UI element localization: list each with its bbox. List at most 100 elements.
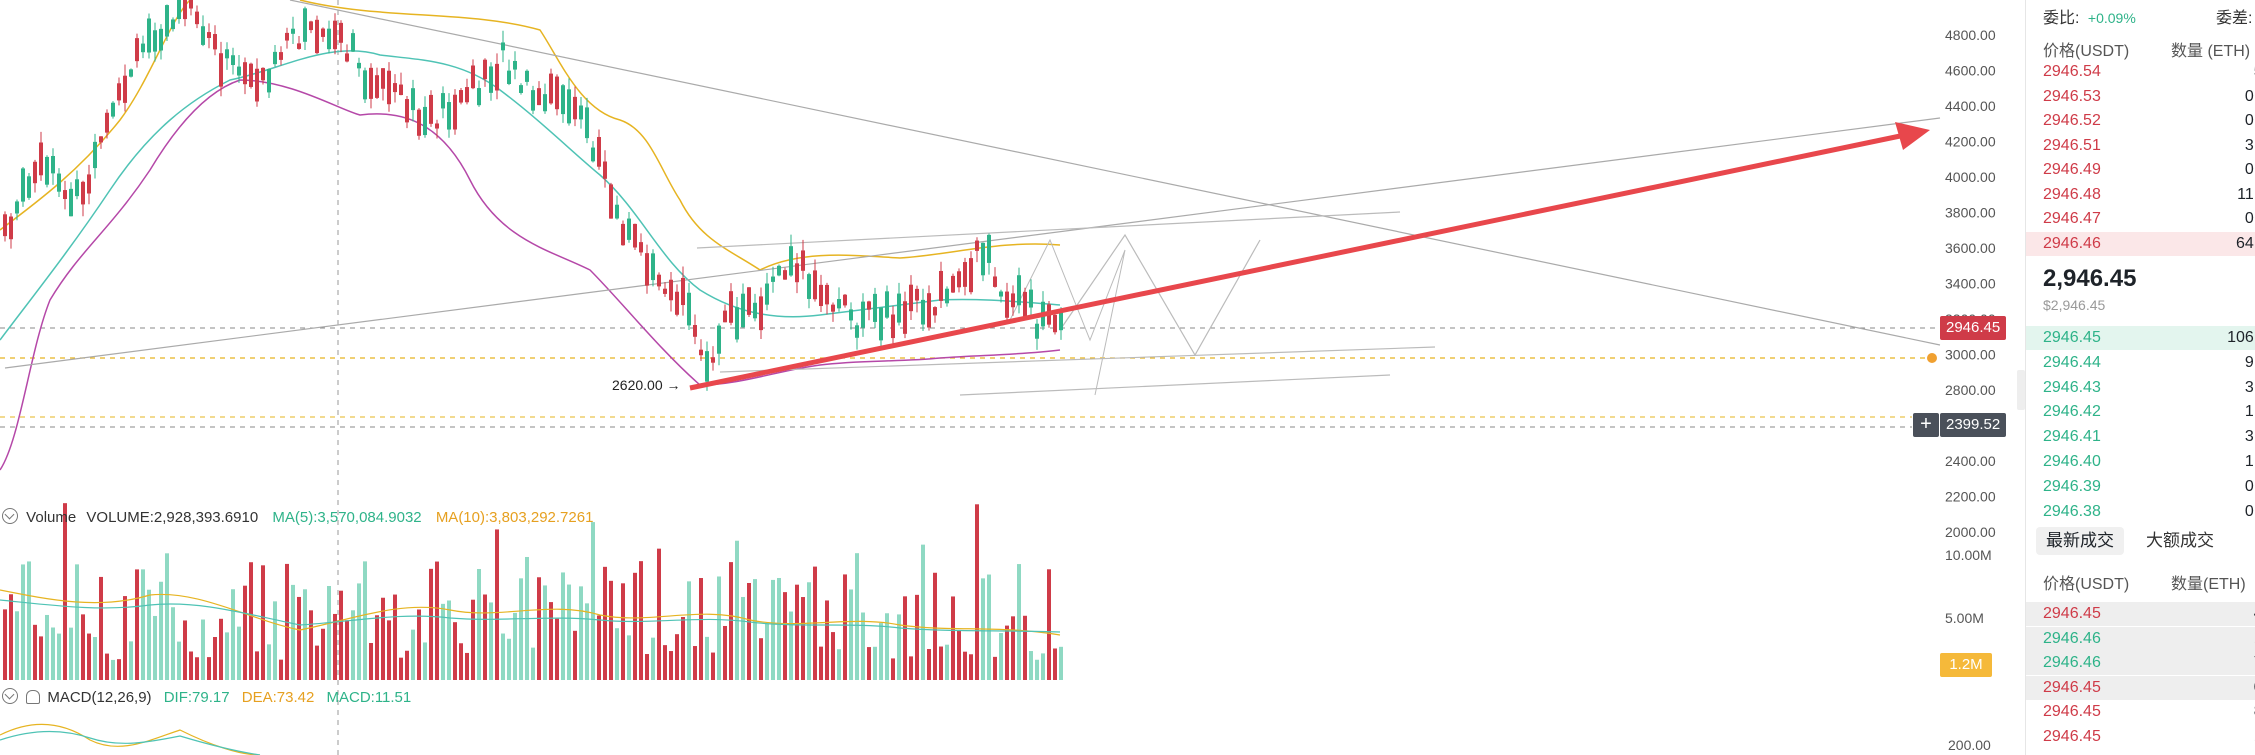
order-diff-label: 委差: bbox=[2216, 10, 2253, 27]
ask-row[interactable]: 2946.51 3.90 bbox=[2026, 134, 2255, 158]
candle-body bbox=[747, 287, 751, 315]
volume-bar bbox=[729, 562, 733, 680]
candle-body bbox=[555, 76, 559, 110]
volume-bar bbox=[495, 529, 499, 680]
candle-body bbox=[81, 181, 85, 205]
candle-body bbox=[267, 68, 271, 93]
volume-bar bbox=[225, 632, 229, 680]
volume-ma10-value: MA(10):3,803,292.7261 bbox=[435, 509, 594, 526]
order-ratio: 委比: +0.09% bbox=[2043, 4, 2136, 28]
candle-body bbox=[177, 0, 181, 20]
panel-drag-handle[interactable] bbox=[2017, 370, 2025, 410]
volume-bar bbox=[1023, 615, 1027, 680]
volume-bar bbox=[651, 637, 655, 680]
volume-bar bbox=[579, 586, 583, 680]
volume-bar bbox=[405, 650, 409, 680]
ask-row[interactable]: 2946.52 0.04 bbox=[2026, 109, 2255, 133]
candle-body bbox=[585, 107, 589, 139]
candle-body bbox=[669, 279, 673, 301]
candle-body bbox=[807, 274, 811, 299]
price-axis-label: 4200.00 bbox=[1945, 134, 1996, 150]
volume-bar bbox=[3, 609, 7, 680]
candle-body bbox=[819, 284, 823, 307]
price-axis-label: 3600.00 bbox=[1945, 240, 1996, 256]
volume-bar bbox=[39, 636, 43, 680]
volume-bar bbox=[429, 568, 433, 680]
bell-icon[interactable] bbox=[26, 690, 41, 704]
add-alert-plus-icon[interactable]: + bbox=[1913, 413, 1939, 437]
ask-row[interactable]: 2946.54 5.1 bbox=[2026, 60, 2255, 84]
candle-body bbox=[909, 284, 913, 312]
price-axis-label: 2200.00 bbox=[1945, 489, 1996, 505]
candle-body bbox=[33, 161, 37, 184]
bid-row[interactable]: 2946.41 3.04 bbox=[2026, 425, 2255, 449]
collapse-chevron-icon[interactable] bbox=[2, 508, 18, 524]
volume-bar bbox=[699, 578, 703, 680]
volume-bar bbox=[303, 589, 307, 680]
candle-body bbox=[789, 246, 793, 276]
candlestick-chart[interactable]: 4800.00 4600.00 4400.00 4200.00 4000.00 3800.… bbox=[0, 0, 2025, 755]
candle-body bbox=[1053, 314, 1057, 333]
macd-dea-value: DEA:73.42 bbox=[241, 689, 315, 706]
candle-body bbox=[891, 314, 895, 339]
volume-bar bbox=[441, 603, 445, 680]
ask-row[interactable]: 2946.53 0.02 bbox=[2026, 85, 2255, 109]
candle-body bbox=[111, 102, 115, 117]
volume-tag: 1.2M bbox=[1940, 653, 1992, 677]
volume-bar bbox=[99, 576, 103, 680]
candle-body bbox=[699, 349, 703, 356]
bid-row[interactable]: 2946.43 3.36 bbox=[2026, 376, 2255, 400]
candle-body bbox=[375, 75, 379, 98]
bid-row[interactable]: 2946.39 0.04 bbox=[2026, 475, 2255, 499]
volume-bar bbox=[873, 646, 877, 680]
candle-body bbox=[303, 8, 307, 42]
chart-area[interactable]: 4800.00 4600.00 4400.00 4200.00 4000.00 3800.… bbox=[0, 0, 2025, 755]
candle-body bbox=[885, 291, 889, 318]
candle-body bbox=[813, 270, 817, 300]
volume-bar bbox=[357, 583, 361, 680]
candle-body bbox=[993, 276, 997, 287]
bid-row[interactable]: 2946.42 1.23 bbox=[2026, 400, 2255, 424]
tab-large-trades[interactable]: 大额成交 bbox=[2146, 531, 2214, 550]
bid-row[interactable]: 2946.40 1.45 bbox=[2026, 450, 2255, 474]
volume-bar bbox=[807, 582, 811, 680]
tab-latest-trades[interactable]: 最新成交 bbox=[2036, 527, 2124, 555]
bid-row[interactable]: 2946.44 9.91 bbox=[2026, 351, 2255, 375]
bid-price: 2946.45 bbox=[2043, 329, 2101, 346]
volume-bar bbox=[15, 611, 19, 680]
volume-ma10 bbox=[0, 599, 1061, 633]
ask-row[interactable]: 2946.49 0.03 bbox=[2026, 158, 2255, 182]
candle-body bbox=[507, 70, 511, 85]
ask-row[interactable]: 2946.47 0.01 bbox=[2026, 207, 2255, 231]
candle-body bbox=[1023, 291, 1027, 318]
trades-header: 价格(USDT) 数量(ETH) bbox=[2026, 573, 2255, 597]
volume-bar bbox=[891, 658, 895, 680]
volume-bar bbox=[999, 633, 1003, 680]
volume-bar bbox=[849, 589, 853, 680]
volume-bar bbox=[309, 610, 313, 680]
volume-bar bbox=[603, 566, 607, 680]
candle-body bbox=[471, 65, 475, 89]
trade-price: 2946.46 bbox=[2043, 629, 2101, 647]
bid-row[interactable]: 2946.38 0.27 bbox=[2026, 500, 2255, 524]
candle-body bbox=[651, 253, 655, 281]
volume-axis-label-10m: 10.00M bbox=[1945, 547, 1992, 563]
ask-row[interactable]: 2946.48 11.06 bbox=[2026, 183, 2255, 207]
price-axis-label: 4400.00 bbox=[1945, 98, 1996, 114]
bid-row[interactable]: 2946.45 106.45 bbox=[2026, 326, 2255, 350]
volume-bar bbox=[591, 522, 595, 680]
candle-body bbox=[219, 53, 223, 87]
candle-body bbox=[957, 271, 961, 288]
ask-row[interactable]: 2946.46 64.25 bbox=[2026, 231, 2255, 256]
trade-qty: 4.0 bbox=[2186, 602, 2255, 626]
volume-bar bbox=[171, 607, 175, 680]
candle-body bbox=[363, 70, 367, 100]
long-down-trendline bbox=[289, 0, 1941, 346]
volume-bar bbox=[939, 646, 943, 680]
candle-body bbox=[225, 49, 229, 59]
volume-bar bbox=[81, 614, 85, 680]
candle-body bbox=[513, 60, 517, 70]
collapse-chevron-icon[interactable] bbox=[2, 688, 18, 704]
volume-bar bbox=[9, 594, 13, 680]
volume-bar bbox=[465, 652, 469, 680]
